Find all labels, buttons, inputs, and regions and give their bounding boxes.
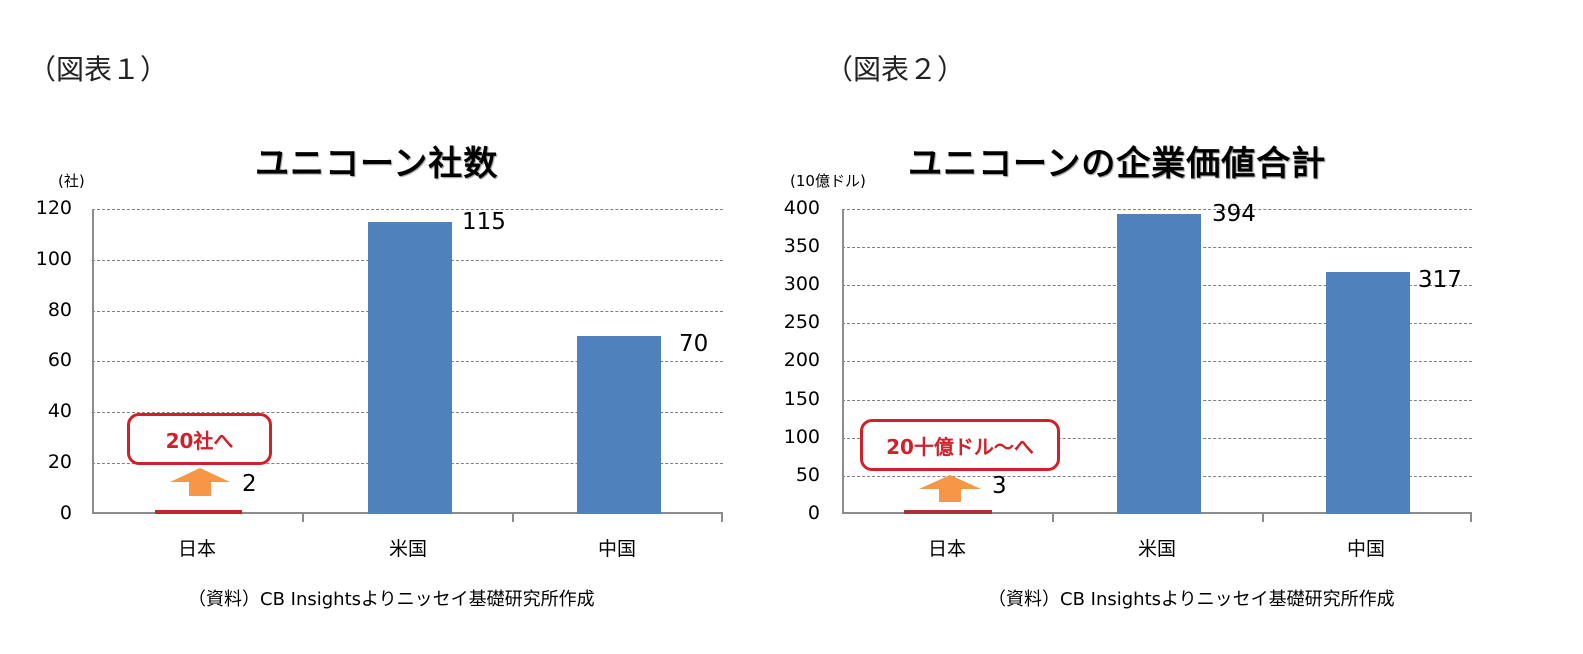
- y-tick-label: 80: [47, 299, 72, 321]
- plot-area: 2 115 70 20社へ: [92, 209, 723, 522]
- up-arrow-icon: [919, 475, 981, 489]
- up-arrow-icon: [170, 468, 230, 482]
- annotation-callout: 20社へ: [127, 413, 272, 465]
- y-tick-label: 50: [795, 464, 820, 486]
- chart-title: ユニコーンの企業価値合計: [908, 144, 1327, 184]
- value-label-usa: 394: [1212, 201, 1256, 227]
- value-label-japan: 2: [242, 471, 257, 497]
- bar-china: [577, 336, 661, 514]
- bar-china: [1326, 272, 1410, 514]
- x-category-usa: 米国: [1137, 538, 1176, 560]
- chart-unicorn-valuation: ユニコーンの企業価値合計 (10億ドル) 394 317 3 20十億ドル～へ …: [760, 0, 1583, 654]
- y-tick-label: 40: [47, 400, 72, 422]
- y-tick-label: 100: [35, 248, 72, 270]
- figure-label-2: （図表２）: [825, 53, 966, 86]
- bar-japan: [904, 510, 992, 514]
- value-label-usa: 115: [462, 209, 506, 235]
- y-tick-label: 150: [783, 388, 820, 410]
- value-label-china: 317: [1418, 267, 1462, 293]
- x-tick: [512, 514, 514, 522]
- x-tick: [1052, 514, 1054, 522]
- y-tick-label: 300: [783, 273, 820, 295]
- y-tick-label: 0: [807, 502, 820, 524]
- y-tick-label: 20: [47, 451, 72, 473]
- y-tick-label: 200: [783, 349, 820, 371]
- y-tick-label: 100: [783, 426, 820, 448]
- gridline: [92, 209, 723, 210]
- y-axis-unit: (社): [58, 172, 85, 190]
- bar-usa: [368, 222, 452, 514]
- chart-unicorn-count: ユニコーン社数 (社) 2 115 70 20社へ 120 100 80 60 …: [0, 0, 760, 654]
- x-tick: [1262, 514, 1264, 522]
- gridline: [842, 209, 1472, 210]
- up-arrow-stem: [939, 489, 961, 502]
- x-category-china: 中国: [1346, 538, 1385, 560]
- source-note: （資料）CB Insightsよりニッセイ基礎研究所作成: [988, 589, 1395, 610]
- plot-area: 394 317 3 20十億ドル～へ: [842, 201, 1472, 522]
- y-tick-label: 60: [47, 349, 72, 371]
- up-arrow-stem: [189, 482, 211, 496]
- x-category-japan: 日本: [177, 538, 216, 560]
- x-category-usa: 米国: [388, 538, 427, 560]
- y-axis: [842, 209, 844, 514]
- value-label-china: 70: [679, 331, 709, 357]
- bar-usa: [1117, 214, 1201, 514]
- y-axis: [92, 209, 94, 514]
- y-tick-label: 350: [783, 235, 820, 257]
- y-tick-label: 0: [59, 502, 72, 524]
- x-tick: [302, 514, 304, 522]
- source-note: （資料）CB Insightsよりニッセイ基礎研究所作成: [188, 589, 595, 610]
- value-label-japan: 3: [992, 473, 1007, 499]
- y-tick-label: 400: [783, 197, 820, 219]
- x-tick: [721, 514, 723, 522]
- x-category-japan: 日本: [927, 538, 966, 560]
- x-category-china: 中国: [597, 538, 636, 560]
- figure-label-1: （図表１）: [28, 53, 169, 86]
- y-tick-label: 120: [35, 197, 72, 219]
- y-axis-unit: (10億ドル): [790, 172, 866, 190]
- x-tick: [1470, 514, 1472, 522]
- y-tick-label: 250: [783, 311, 820, 333]
- chart-title: ユニコーン社数: [255, 144, 499, 184]
- annotation-callout: 20十億ドル～へ: [860, 419, 1060, 471]
- bar-japan: [155, 510, 242, 514]
